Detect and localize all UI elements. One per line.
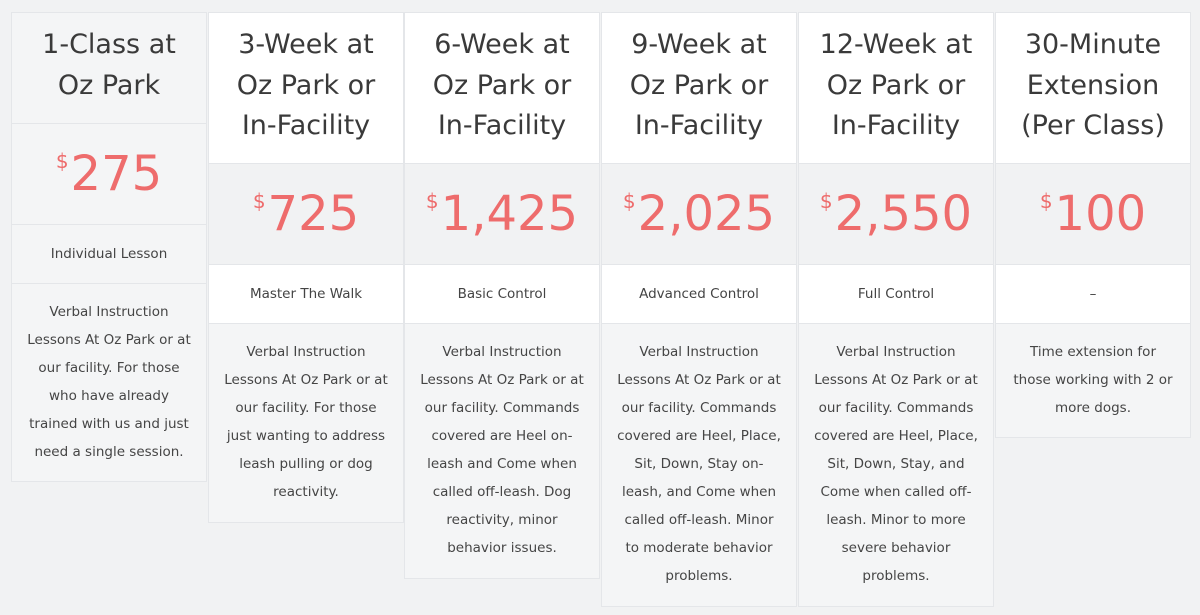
pricing-column-1-class: 1-Class at Oz Park $ 275 Individual Less…	[11, 12, 207, 482]
pricing-table: 1-Class at Oz Park $ 275 Individual Less…	[11, 12, 1191, 607]
price-amount: 100	[1054, 186, 1147, 242]
plan-description: Verbal Instruction Lessons At Oz Park or…	[799, 324, 993, 606]
plan-subtitle: Full Control	[799, 265, 993, 324]
currency-symbol: $	[819, 189, 833, 213]
plan-title: 9-Week at Oz Park or In-Facility	[602, 13, 796, 164]
plan-price: $ 2,550	[799, 164, 993, 265]
plan-price: $ 275	[12, 124, 206, 225]
currency-symbol: $	[425, 189, 439, 213]
plan-subtitle: Advanced Control	[602, 265, 796, 324]
price-amount: 1,425	[440, 186, 579, 242]
plan-price: $ 100	[996, 164, 1190, 265]
plan-subtitle: Individual Lesson	[12, 225, 206, 284]
currency-symbol: $	[1039, 189, 1053, 213]
price-amount: 2,550	[834, 186, 973, 242]
plan-description: Verbal Instruction Lessons At Oz Park or…	[12, 284, 206, 481]
pricing-column-12-week: 12-Week at Oz Park or In-Facility $ 2,55…	[798, 12, 994, 607]
plan-title: 3-Week at Oz Park or In-Facility	[209, 13, 403, 164]
pricing-column-6-week: 6-Week at Oz Park or In-Facility $ 1,425…	[404, 12, 600, 579]
plan-description: Verbal Instruction Lessons At Oz Park or…	[209, 324, 403, 522]
plan-subtitle: Master The Walk	[209, 265, 403, 324]
price-amount: 2,025	[637, 186, 776, 242]
plan-subtitle: –	[996, 265, 1190, 324]
plan-subtitle: Basic Control	[405, 265, 599, 324]
currency-symbol: $	[622, 189, 636, 213]
currency-symbol: $	[55, 149, 69, 173]
plan-price: $ 1,425	[405, 164, 599, 265]
plan-description: Time extension for those working with 2 …	[996, 324, 1190, 437]
plan-title: 6-Week at Oz Park or In-Facility	[405, 13, 599, 164]
pricing-column-30-minute-extension: 30-Minute Extension (Per Class) $ 100 – …	[995, 12, 1191, 438]
currency-symbol: $	[252, 189, 266, 213]
plan-price: $ 2,025	[602, 164, 796, 265]
plan-description: Verbal Instruction Lessons At Oz Park or…	[602, 324, 796, 606]
plan-title: 1-Class at Oz Park	[12, 13, 206, 124]
price-amount: 275	[70, 146, 163, 202]
pricing-column-9-week: 9-Week at Oz Park or In-Facility $ 2,025…	[601, 12, 797, 607]
plan-title: 12-Week at Oz Park or In-Facility	[799, 13, 993, 164]
pricing-column-3-week: 3-Week at Oz Park or In-Facility $ 725 M…	[208, 12, 404, 523]
plan-title: 30-Minute Extension (Per Class)	[996, 13, 1190, 164]
plan-price: $ 725	[209, 164, 403, 265]
price-amount: 725	[267, 186, 360, 242]
plan-description: Verbal Instruction Lessons At Oz Park or…	[405, 324, 599, 578]
